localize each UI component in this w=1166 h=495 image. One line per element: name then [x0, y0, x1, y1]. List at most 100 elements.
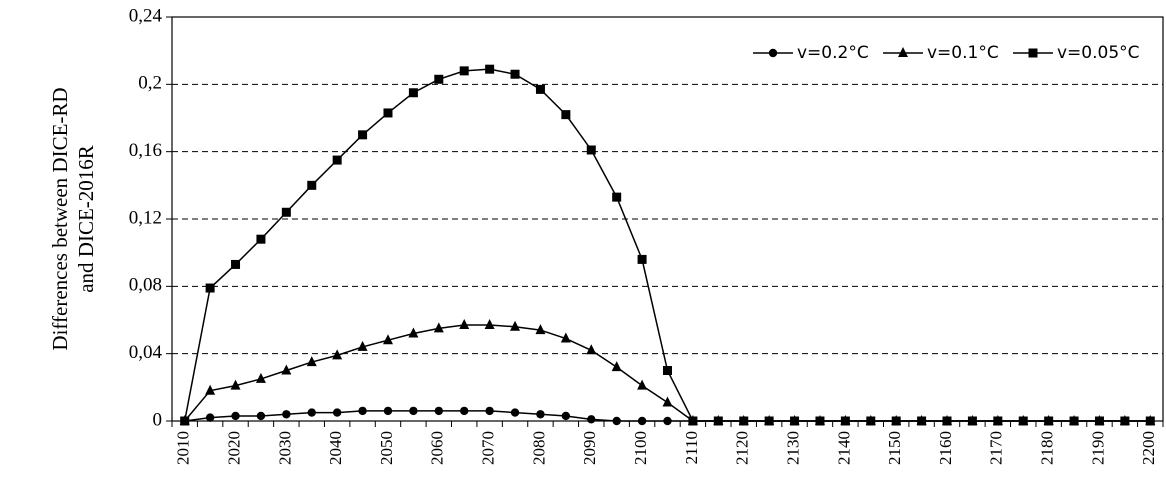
point: [459, 66, 469, 76]
point: [612, 416, 621, 426]
point: [535, 84, 545, 94]
y-tick-label: 0,24: [129, 5, 163, 26]
point: [205, 283, 215, 293]
point: [205, 413, 215, 422]
point: [307, 408, 316, 417]
point: [1044, 416, 1054, 426]
x-tick-label: 2120: [733, 431, 752, 465]
point: [256, 234, 266, 244]
x-tick-label: 2060: [428, 431, 447, 465]
point: [510, 69, 520, 79]
y-tick-label: 0,08: [129, 275, 162, 296]
point: [840, 416, 850, 426]
point: [535, 324, 546, 335]
point: [231, 259, 241, 269]
x-tick-label: 2130: [783, 431, 802, 465]
x-tick-label: 2150: [885, 431, 904, 465]
point: [332, 349, 343, 360]
x-tick-label: 2190: [1088, 431, 1107, 465]
point: [281, 207, 291, 217]
point: [637, 254, 647, 264]
y-tick-label: 0,04: [129, 342, 163, 363]
point: [434, 406, 444, 416]
point: [434, 74, 444, 84]
point: [587, 415, 596, 424]
x-tick-label: 2040: [326, 431, 345, 465]
x-tick-label: 2030: [275, 431, 294, 465]
y-tick-label: 0,12: [129, 207, 162, 228]
point: [637, 416, 647, 426]
point: [409, 406, 418, 416]
point: [891, 416, 901, 426]
point: [561, 411, 571, 421]
y-tick-label: 0,2: [138, 73, 162, 94]
point: [1145, 416, 1155, 426]
point: [662, 396, 673, 407]
x-tick-label: 2080: [529, 431, 548, 465]
point: [510, 408, 520, 417]
point: [231, 411, 240, 421]
point: [790, 416, 800, 426]
point: [357, 340, 368, 351]
legend-marker: [898, 47, 908, 57]
point: [612, 192, 622, 202]
point: [332, 408, 342, 417]
point: [180, 416, 190, 426]
point: [256, 411, 266, 421]
point: [460, 406, 469, 416]
x-tick-label: 2090: [580, 431, 599, 465]
point: [306, 356, 317, 367]
point: [993, 416, 1003, 426]
point: [866, 416, 876, 426]
point: [332, 155, 342, 165]
x-tick-label: 2170: [987, 431, 1006, 465]
legend-label: v=0.05°C: [1057, 43, 1140, 63]
point: [1120, 416, 1130, 426]
point: [688, 416, 698, 426]
point: [484, 319, 495, 330]
x-tick-label: 2010: [174, 431, 193, 465]
x-tick-label: 2110: [682, 431, 701, 464]
point: [967, 416, 977, 426]
point: [382, 334, 393, 345]
point: [1018, 416, 1028, 426]
point: [561, 110, 571, 120]
x-tick-label: 2050: [377, 431, 396, 465]
point: [408, 88, 418, 98]
point: [917, 416, 927, 426]
point: [510, 320, 521, 331]
x-tick-label: 2180: [1038, 431, 1057, 465]
point: [485, 406, 494, 416]
point: [560, 332, 571, 343]
x-tick-label: 2160: [936, 431, 955, 465]
x-tick-label: 2070: [479, 431, 498, 465]
point: [942, 416, 952, 426]
point: [1069, 416, 1079, 426]
point: [282, 410, 291, 419]
point: [433, 322, 444, 333]
y-tick-label: 0: [153, 409, 163, 430]
point: [230, 379, 241, 390]
x-tick-label: 2200: [1139, 431, 1158, 465]
legend-marker: [768, 48, 778, 58]
x-tick-label: 2140: [834, 431, 853, 465]
point: [611, 361, 622, 372]
point: [307, 180, 317, 190]
legend-label: v=0.2°C: [797, 43, 869, 63]
y-axis-label: Differences between DICE-RD: [48, 87, 72, 350]
point: [713, 416, 723, 426]
point: [764, 416, 774, 426]
point: [205, 384, 216, 395]
point: [739, 416, 749, 426]
point: [637, 379, 648, 390]
point: [255, 372, 266, 383]
point: [383, 406, 393, 416]
point: [1094, 416, 1104, 426]
y-axis-label: and DICE-2016R: [74, 145, 98, 293]
x-tick-label: 2020: [224, 431, 243, 465]
x-tick-label: 2100: [631, 431, 650, 465]
y-tick-label: 0,16: [129, 140, 162, 161]
point: [586, 344, 597, 355]
point: [485, 64, 495, 74]
